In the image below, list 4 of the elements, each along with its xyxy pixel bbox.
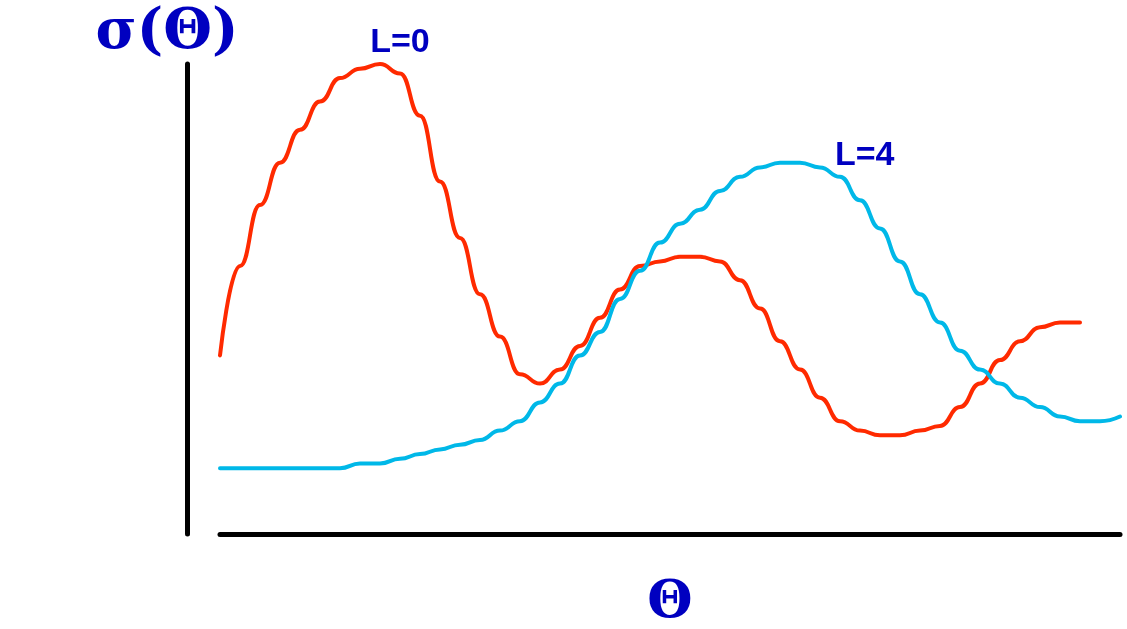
series-label: L=0 — [370, 21, 430, 59]
series-label: L=4 — [835, 133, 895, 172]
x-axis-title: Θ — [647, 567, 693, 629]
y-axis-title: σ(Θ) — [95, 0, 239, 61]
